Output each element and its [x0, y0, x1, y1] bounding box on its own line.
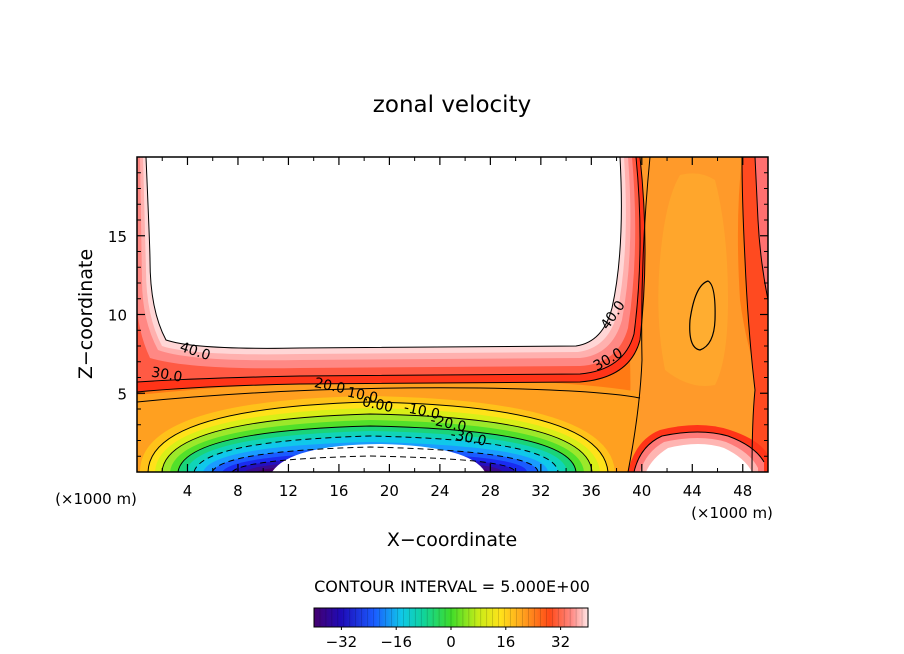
- colorbar-ticks: −32 −16 0 16 32: [326, 627, 570, 651]
- x-tick-label: 28: [481, 482, 500, 500]
- y-tick-label: 5: [117, 385, 127, 403]
- colorbar-tick-label: 16: [496, 633, 515, 651]
- contour-label: 20.0: [313, 375, 347, 397]
- contour-fill-right-inner: [658, 173, 728, 386]
- x-tick-label: 40: [632, 482, 651, 500]
- contour-lines: [137, 157, 768, 472]
- contour-plot-area: 40.030.0 20.010.00.00 -10.0-20.0-30.040.03…: [137, 157, 768, 472]
- y-axis-ticks: 5 10 15: [108, 172, 768, 457]
- colorbar: −32 −16 0 16 32: [313, 607, 589, 651]
- colorbar-tick-label: −16: [380, 633, 412, 651]
- colorbar-tick-label: 32: [551, 633, 570, 651]
- contour-label: 30.0: [150, 365, 183, 386]
- colorbar-tick-label: 0: [446, 633, 456, 651]
- x-tick-label: 20: [380, 482, 399, 500]
- x-axis-title: X−coordinate: [387, 529, 517, 551]
- x-tick-label: 36: [582, 482, 601, 500]
- contour-interval-text: CONTOUR INTERVAL = 5.000E+00: [314, 577, 590, 596]
- top-high-region-fills: [137, 157, 645, 392]
- contour-line-local-max: [689, 280, 716, 351]
- contour-label: -20.0: [429, 412, 468, 435]
- x-tick-label: 44: [683, 482, 702, 500]
- bottom-right-high-fills: [628, 425, 768, 472]
- x-tick-label: 48: [733, 482, 752, 500]
- contour-lines-negative: [193, 435, 559, 472]
- contour-label: -10.0: [402, 400, 441, 423]
- y-tick-label: 15: [108, 228, 127, 246]
- colorbar-tick-label: −32: [326, 633, 358, 651]
- x-axis-unit-label: (×1000 m): [691, 504, 773, 522]
- y-axis-unit-label: (×1000 m): [55, 490, 137, 508]
- contour-label: 10.0: [346, 385, 380, 407]
- x-tick-label: 32: [531, 482, 550, 500]
- contour-fill-minimum-hole: [272, 444, 485, 472]
- x-tick-label: 12: [279, 482, 298, 500]
- x-tick-label: 4: [183, 482, 193, 500]
- x-axis-ticks: 4 8 12 16 20 24 28 32 36 40 44 48: [161, 157, 752, 500]
- contour-fill-right-edge-inner: [755, 157, 768, 300]
- x-tick-label: 16: [329, 482, 348, 500]
- chart-title: zonal velocity: [373, 92, 531, 118]
- colorbar-stripes: [319, 608, 583, 627]
- y-axis-title: Z−coordinate: [75, 249, 97, 379]
- y-tick-label: 10: [108, 307, 127, 325]
- x-tick-label: 24: [430, 482, 449, 500]
- contour-label: 0.00: [361, 394, 395, 416]
- contour-label: -30.0: [449, 427, 488, 450]
- x-tick-label: 8: [233, 482, 243, 500]
